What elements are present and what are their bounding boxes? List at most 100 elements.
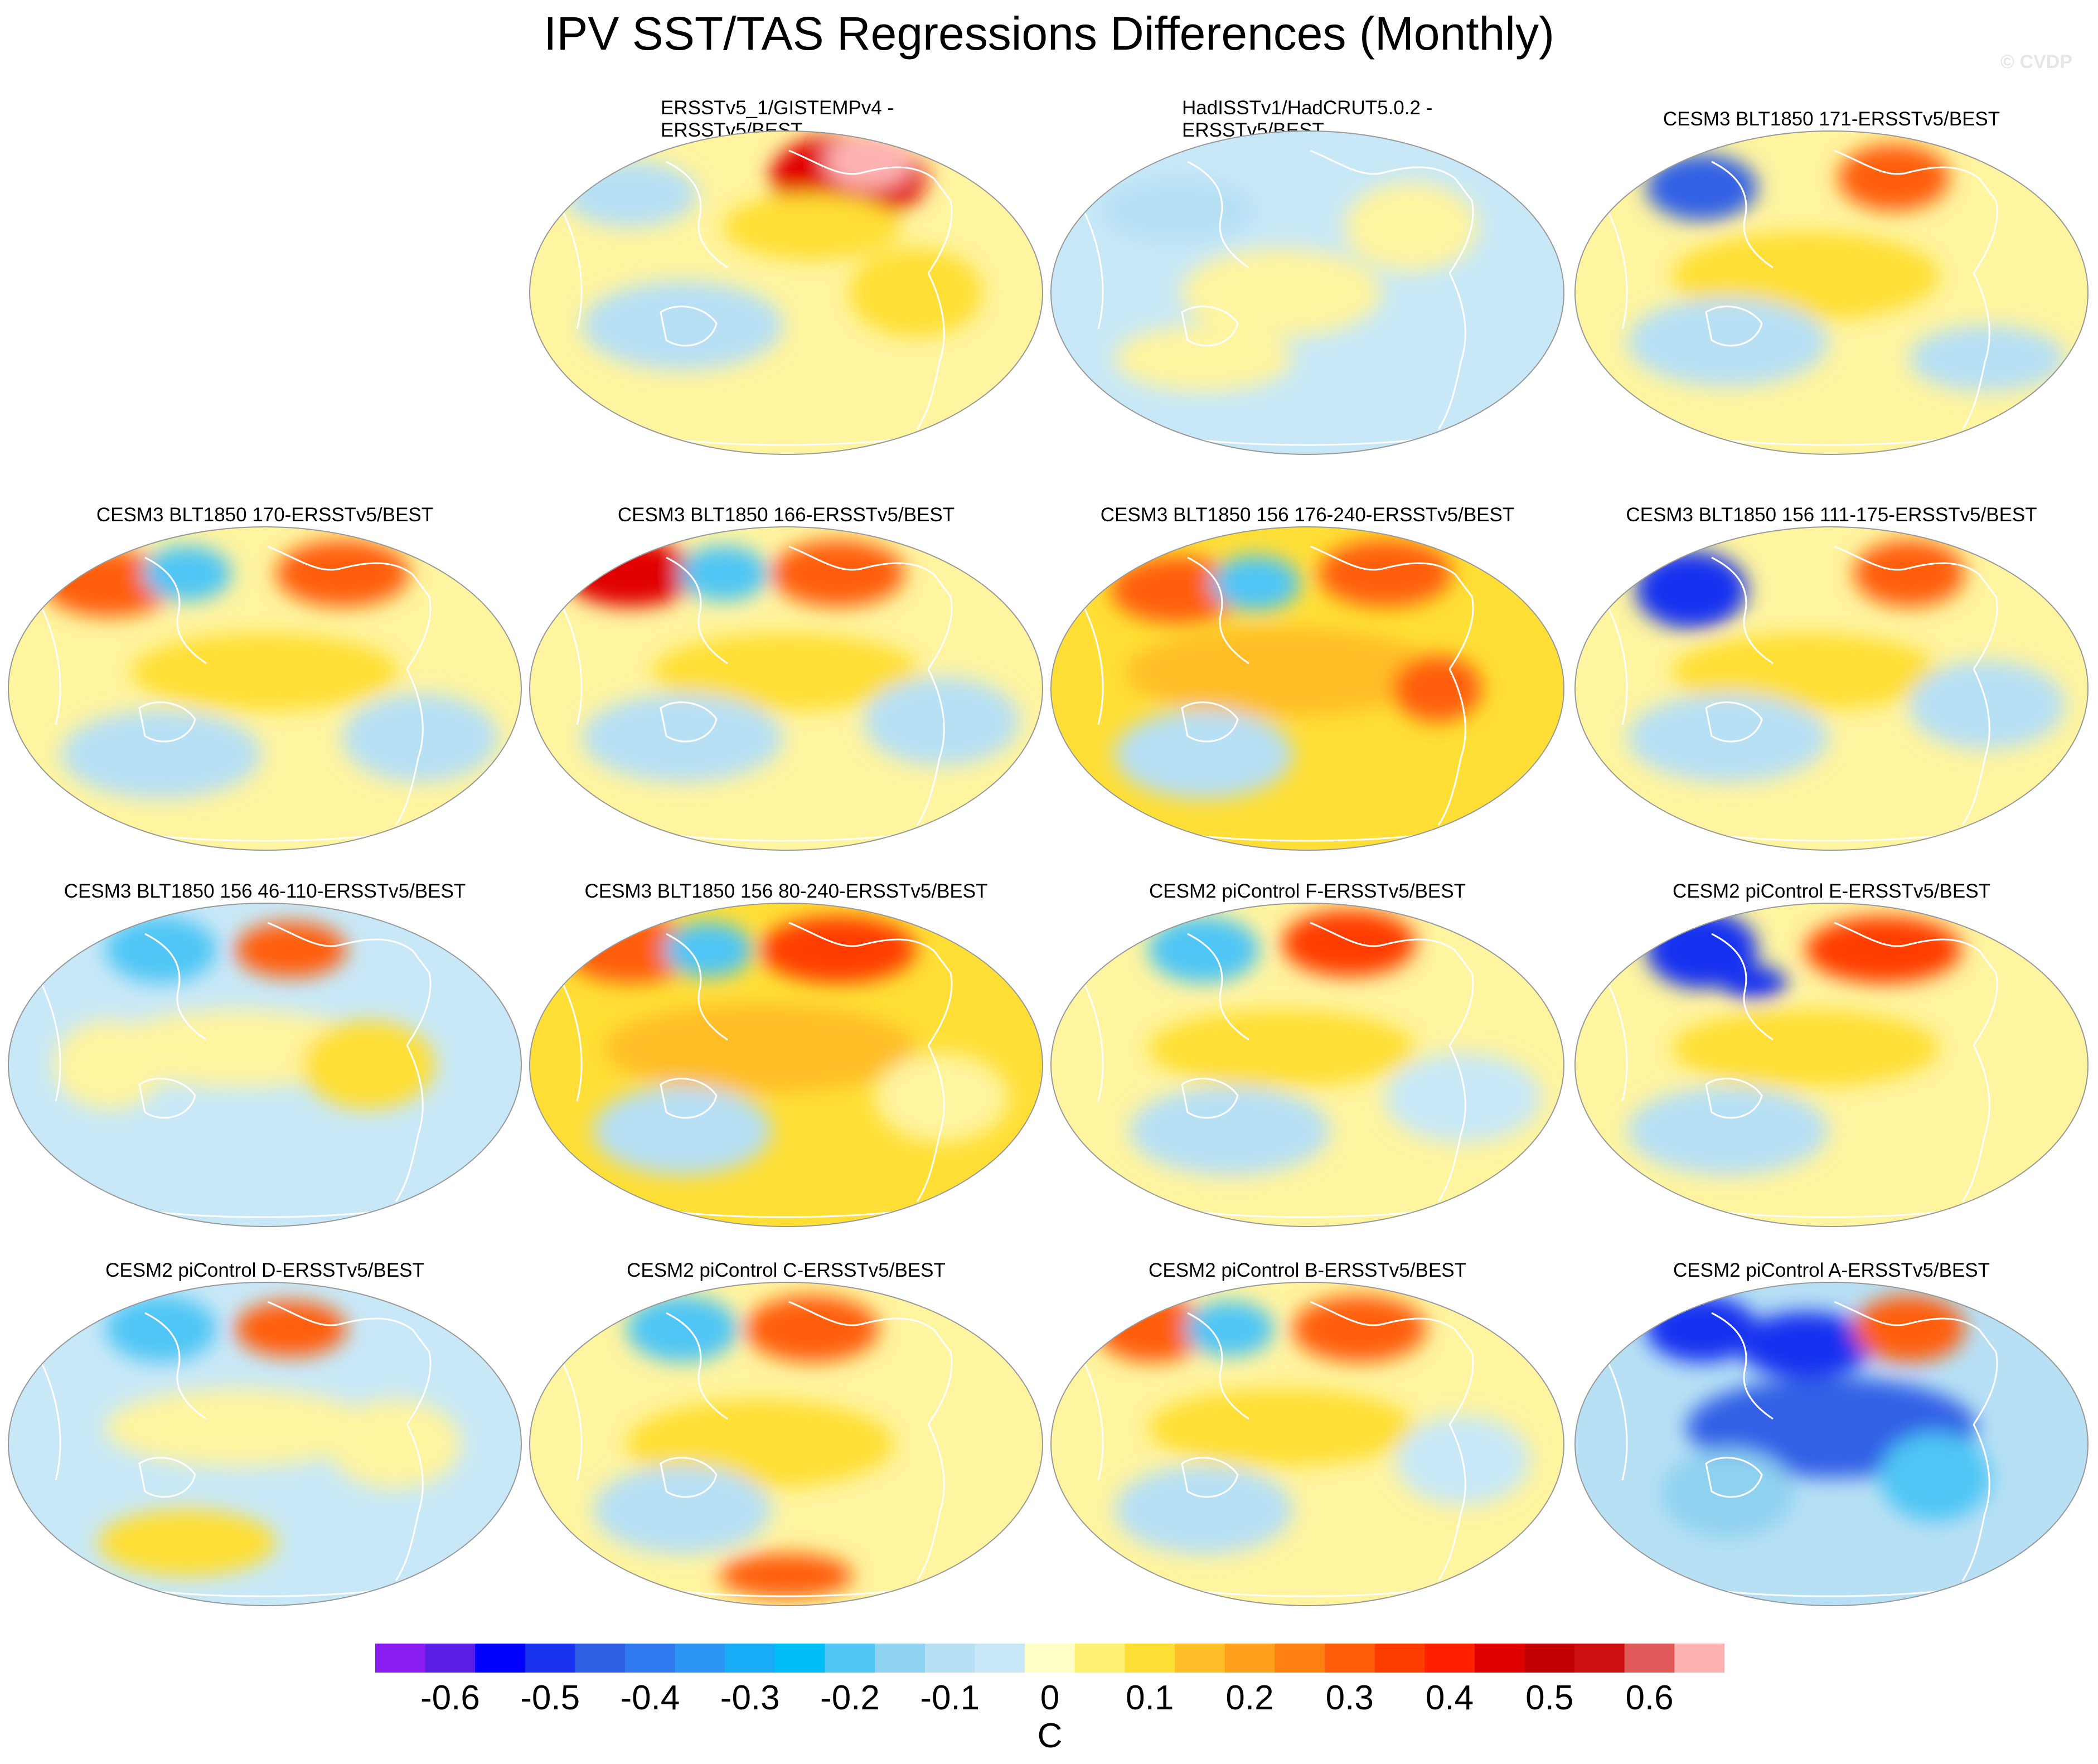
coastline <box>1310 922 1474 1046</box>
colorbar-swatch <box>1374 1644 1425 1673</box>
colorbar <box>375 1644 1724 1673</box>
coastline <box>395 668 424 826</box>
anomaly-region <box>1671 633 1940 711</box>
coastline <box>1961 1424 1990 1581</box>
coastline <box>144 933 207 1041</box>
map-panel: CESM3 BLT1850 171-ERSSTv5/BEST <box>1572 100 2091 474</box>
panel-title-line: HadISSTv1/HadCRUT5.0.2 - <box>1182 97 1433 119</box>
colorbar-tick-label: 0.4 <box>1425 1679 1474 1717</box>
anomaly-region <box>1805 916 1961 983</box>
regression-map <box>1574 903 2089 1227</box>
colorbar-tick-label: -0.5 <box>520 1679 580 1717</box>
anomaly-region <box>652 633 920 711</box>
coastline <box>1705 306 1763 347</box>
map-panel: CESM3 BLT1850 166-ERSSTv5/BEST <box>527 496 1045 870</box>
coastline <box>1605 1357 1628 1481</box>
anomaly-region <box>1627 297 1828 387</box>
map-outline <box>529 903 1043 1227</box>
coastline <box>1705 1078 1763 1119</box>
anomaly-region <box>593 1086 772 1175</box>
coastline <box>144 1312 207 1420</box>
map-outline <box>1050 1282 1564 1606</box>
coastline <box>1437 668 1466 826</box>
anomaly-region <box>1720 966 1787 1000</box>
anomaly-region <box>1344 182 1478 272</box>
map-panel: CESM2 piControl A-ERSSTv5/BEST <box>1572 1252 2091 1625</box>
anomaly-region <box>1318 540 1452 607</box>
map-outline <box>8 903 522 1227</box>
coastline <box>559 602 583 725</box>
colorbar-swatch <box>475 1644 526 1673</box>
coastline <box>1711 933 1774 1041</box>
coastline <box>660 1078 718 1119</box>
coastline <box>1834 545 1998 670</box>
anomaly-region <box>1147 1388 1416 1467</box>
colorbar-swatch <box>825 1644 875 1673</box>
anomaly-region <box>1392 655 1482 722</box>
anomaly-region <box>1738 1312 1873 1379</box>
colorbar-swatch <box>1074 1644 1125 1673</box>
coastline <box>660 306 718 347</box>
colorbar-swatch <box>525 1644 576 1673</box>
coastline <box>1711 161 1774 269</box>
map-panel: CESM2 piControl B-ERSSTv5/BEST <box>1048 1252 1567 1625</box>
coastline <box>1961 668 1990 826</box>
coastline <box>38 602 61 725</box>
coastline <box>1834 1301 1998 1425</box>
map-panel: CESM3 BLT1850 156 111-175-ERSSTv5/BEST <box>1572 496 2091 870</box>
map-panel: CESM3 BLT1850 170-ERSSTv5/BEST <box>6 496 524 870</box>
regression-map <box>529 1282 1043 1606</box>
anomaly-region <box>1292 1295 1426 1363</box>
colorbar-swatch <box>1025 1644 1075 1673</box>
coastline <box>1437 273 1466 430</box>
coastline <box>1187 161 1249 269</box>
coastline <box>38 978 61 1102</box>
coastline <box>916 1045 945 1202</box>
anomaly-region <box>1879 1432 1991 1521</box>
colorbar-tick-label: 0 <box>1040 1679 1060 1717</box>
coastline <box>1711 556 1774 665</box>
map-outline <box>1574 526 2089 851</box>
map-outline <box>529 526 1043 851</box>
coastline <box>559 978 583 1102</box>
regression-map <box>1050 903 1564 1227</box>
coastline <box>1605 978 1628 1102</box>
map-outline <box>8 526 522 851</box>
colorbar-tick-label: -0.3 <box>720 1679 780 1717</box>
anomaly-region <box>142 545 232 602</box>
anomaly-region <box>302 1020 435 1109</box>
map-outline <box>1574 1282 2089 1606</box>
anomaly-region <box>1661 1448 1795 1538</box>
anomaly-region <box>1646 154 1758 221</box>
panel-title: ERSSTv5_1/GISTEMPv4 - ERSSTv5/BEST <box>527 97 1045 142</box>
coastline <box>138 1457 196 1498</box>
coastline <box>1081 1357 1104 1481</box>
anomaly-region <box>582 693 783 783</box>
panel-title: CESM2 piControl E-ERSSTv5/BEST <box>1673 880 1990 902</box>
colorbar-tick-label: 0.6 <box>1625 1679 1674 1717</box>
colorbar-swatch <box>725 1644 776 1673</box>
map-panel: CESM2 piControl E-ERSSTv5/BEST <box>1572 873 2091 1246</box>
anomaly-region <box>582 281 783 370</box>
colorbar-swatch <box>1224 1644 1275 1673</box>
anomaly-region <box>760 916 916 983</box>
anomaly-region <box>1115 325 1293 392</box>
panel-title: CESM2 piControl C-ERSSTv5/BEST <box>627 1259 946 1281</box>
coastline <box>1310 1301 1474 1425</box>
map-panel: CESM3 BLT1850 156 80-240-ERSSTv5/BEST <box>527 873 1045 1246</box>
anomaly-region <box>98 1509 277 1576</box>
coastline <box>1081 602 1104 725</box>
coastline <box>1834 149 1998 274</box>
map-panel: CESM3 BLT1850 156 176-240-ERSSTv5/BEST <box>1048 496 1567 870</box>
coastline <box>1181 1457 1239 1498</box>
coastline <box>1834 922 1998 1046</box>
panel-title: CESM3 BLT1850 156 176-240-ERSSTv5/BEST <box>1100 504 1515 526</box>
anomaly-region <box>564 540 697 607</box>
map-panel: CESM2 piControl C-ERSSTv5/BEST <box>527 1252 1045 1625</box>
anomaly-region <box>105 916 217 983</box>
colorbar-swatch <box>675 1644 725 1673</box>
anomaly-region <box>875 1053 1009 1142</box>
colorbar-tick-label: 0.5 <box>1525 1679 1574 1717</box>
coastline <box>144 556 207 665</box>
coastline <box>1705 1457 1763 1498</box>
